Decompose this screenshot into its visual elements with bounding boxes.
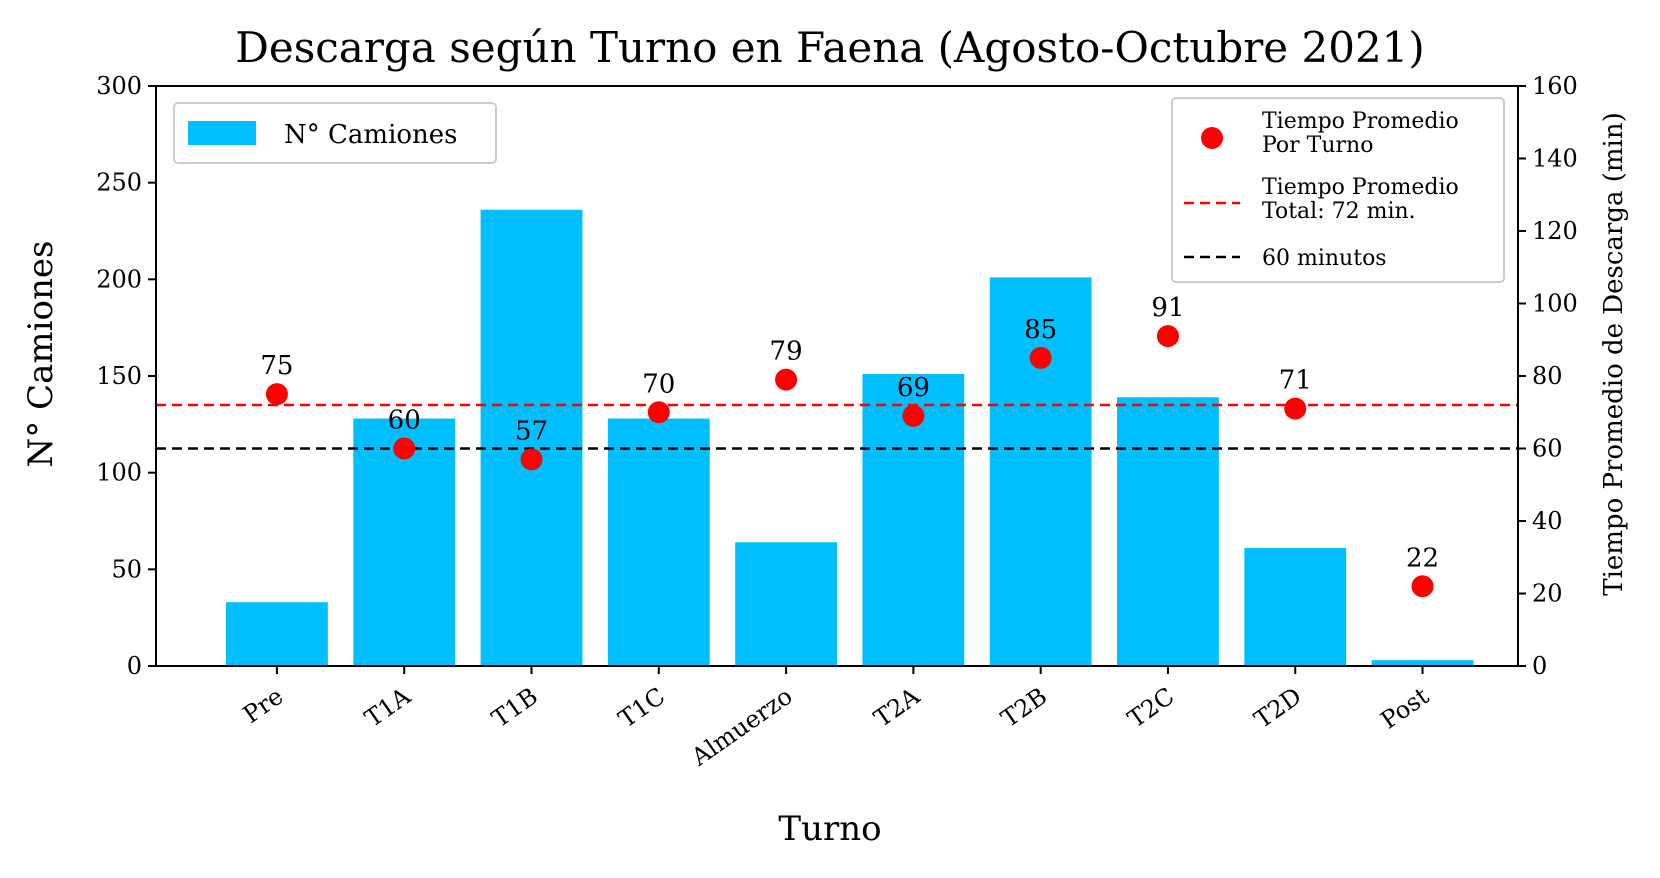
legend-right-box [1171, 97, 1505, 283]
data-label-Pre: 75 [260, 351, 293, 381]
bar-T2B [989, 277, 1092, 666]
y-tick-label: 250 [96, 169, 142, 197]
x-tick-label: Post [1376, 682, 1435, 735]
y-tick-label: 150 [96, 362, 142, 390]
scatter-points-layer: 75 60 57 70 79 69 85 91 71 22 [260, 293, 1439, 598]
point-T2C [1156, 325, 1179, 348]
point-T1B [520, 448, 543, 471]
point-T2D [1284, 397, 1307, 420]
x-tick-label: T1A [360, 682, 416, 733]
legend-label-point: Por Turno [1262, 133, 1373, 158]
point-T1C [647, 401, 670, 424]
y-right-tick-label: 80 [1532, 362, 1563, 390]
legend-label-line-total: Total: 72 min. [1262, 199, 1416, 224]
y-right-tick-label: 20 [1532, 580, 1563, 608]
legend-label-line-60: 60 minutos [1262, 246, 1387, 271]
data-label-T2A: 69 [897, 373, 930, 403]
point-T2A [902, 404, 925, 427]
y-right-tick-label: 160 [1532, 72, 1578, 100]
x-tick-label: T1C [614, 682, 671, 733]
bars-layer [226, 209, 1474, 666]
y-right-tick-label: 60 [1532, 435, 1563, 463]
y-axis-right-title: Tiempo Promedio de Descarga (min) [1599, 112, 1629, 596]
legend-swatch-point [1201, 127, 1223, 149]
y-tick-label: 300 [96, 72, 142, 100]
data-label-T2C: 91 [1151, 293, 1184, 323]
legend-left: N° Camiones [173, 102, 497, 164]
y-tick-label: 50 [111, 555, 142, 583]
data-label-T1C: 70 [642, 369, 675, 399]
bar-T1B [480, 209, 583, 666]
x-tick-label: T2A [869, 682, 925, 733]
y-right-tick-label: 120 [1532, 217, 1578, 245]
point-Pre [265, 383, 288, 406]
point-Post [1411, 575, 1434, 598]
y-tick-label: 100 [96, 459, 142, 487]
x-tick-label: Pre [238, 682, 288, 729]
chart-title: Descarga según Turno en Faena (Agosto-Oc… [235, 23, 1425, 72]
bar-Pre [226, 602, 328, 666]
x-tick-label: Almuerzo [686, 682, 798, 772]
bar-Post [1371, 660, 1474, 666]
data-label-T2B: 85 [1024, 315, 1057, 345]
legend-swatch-bar [188, 121, 256, 145]
legend-label-point: Tiempo Promedio [1262, 109, 1459, 134]
bar-T1C [607, 418, 710, 666]
y-right-tick-label: 140 [1532, 145, 1578, 173]
x-tick-label: T2B [996, 682, 1052, 733]
y-tick-label: 200 [96, 265, 142, 293]
bar-Almuerzo [735, 542, 837, 666]
y-axis-title: N° Camiones [21, 241, 61, 468]
data-label-T1B: 57 [515, 416, 548, 446]
x-tick-label: T2C [1123, 682, 1180, 733]
point-Almuerzo [775, 368, 798, 391]
data-label-Post: 22 [1406, 543, 1439, 573]
y-tick-label: 0 [127, 652, 142, 680]
x-axis-title: Turno [778, 809, 881, 849]
x-tick-label: T2D [1249, 682, 1306, 734]
y-right-tick-label: 100 [1532, 290, 1578, 318]
legend-label-bar: N° Camiones [284, 120, 458, 150]
point-T1A [393, 437, 416, 460]
data-label-Almuerzo: 79 [770, 337, 803, 367]
legend-left-box [173, 102, 497, 164]
point-T2B [1029, 346, 1052, 369]
data-label-T2D: 71 [1279, 366, 1312, 396]
bar-T1A [353, 418, 456, 666]
y-right-tick-label: 40 [1532, 507, 1563, 535]
y-right-tick-label: 0 [1532, 652, 1547, 680]
legend-label-line-total: Tiempo Promedio [1262, 175, 1459, 200]
data-label-T1A: 60 [388, 406, 421, 436]
reference-lines-layer [156, 403, 1518, 450]
bar-T2C [1117, 397, 1219, 666]
x-tick-label: T1B [487, 682, 543, 733]
bar-T2D [1244, 548, 1347, 666]
